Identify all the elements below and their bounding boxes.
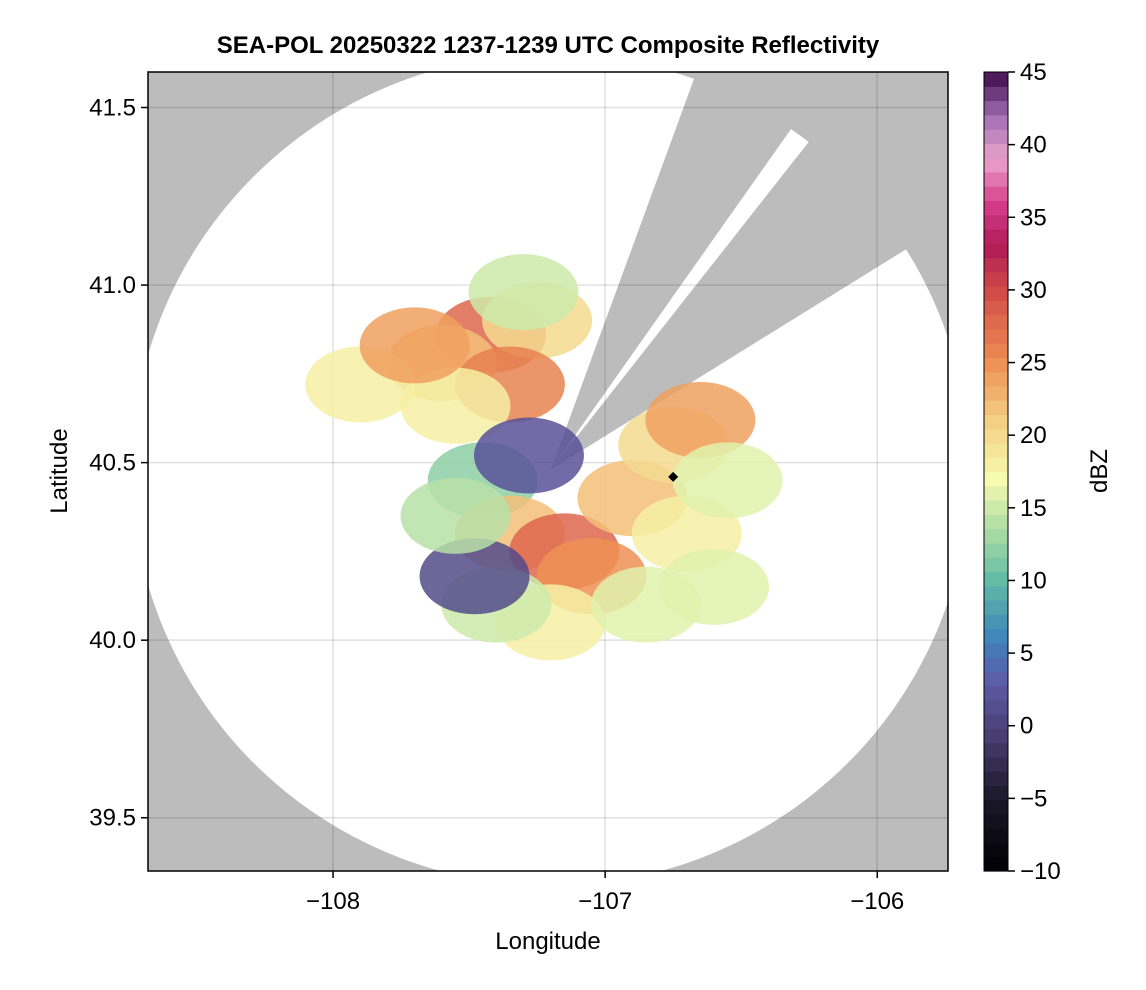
colorbar-segment	[984, 828, 1008, 844]
colorbar-segment	[984, 642, 1008, 658]
colorbar: −10 −5 0 5 10 15 20 25 30 35 40 45	[983, 59, 1061, 885]
colorbar-segment	[984, 742, 1008, 758]
colorbar-segment	[984, 186, 1008, 202]
reflectivity-cell	[419, 538, 530, 615]
colorbar-segment	[984, 500, 1008, 515]
blocked-sector	[550, 125, 924, 470]
colorbar-segment	[984, 585, 1008, 601]
colorbar-tick-label: 30	[1020, 277, 1047, 304]
colorbar-tick-label: 40	[1020, 132, 1047, 159]
reflectivity-cell	[473, 417, 584, 494]
blocked-sector	[550, 72, 804, 470]
colorbar-segment	[984, 143, 1008, 159]
colorbar-tick-label: 0	[1020, 713, 1033, 740]
colorbar-segment	[984, 343, 1008, 358]
colorbar-segment	[984, 656, 1008, 672]
reflectivity-cell	[672, 442, 783, 519]
reflectivity-field	[305, 254, 783, 661]
colorbar-tick-label: 20	[1020, 422, 1047, 449]
reflectivity-cell	[359, 307, 470, 384]
colorbar-segment	[984, 699, 1008, 715]
colorbar-segment	[984, 257, 1008, 273]
colorbar-segment	[984, 628, 1008, 644]
colorbar-segment	[984, 114, 1008, 130]
colorbar-segment	[984, 571, 1008, 587]
colorbar-segment	[984, 129, 1008, 144]
colorbar-segment	[984, 428, 1008, 444]
colorbar-tick-label: 25	[1020, 350, 1047, 377]
colorbar-segment	[984, 457, 1008, 473]
colorbar-segment	[984, 557, 1008, 572]
colorbar-segment	[984, 200, 1008, 216]
y-tick-label: 40.5	[89, 450, 136, 477]
colorbar-segment	[984, 72, 1008, 87]
colorbar-segment	[984, 243, 1008, 259]
colorbar-segment	[984, 842, 1008, 858]
colorbar-segment	[984, 485, 1008, 501]
colorbar-label: dBZ	[1086, 448, 1113, 494]
colorbar-segment	[984, 799, 1008, 815]
colorbar-segment	[984, 286, 1008, 301]
colorbar-segment	[984, 528, 1008, 544]
colorbar-tick-label: 5	[1020, 640, 1033, 667]
colorbar-segment	[984, 471, 1008, 487]
colorbar-segment	[984, 86, 1008, 102]
colorbar-tick-label: 15	[1020, 495, 1047, 522]
radar-site-marker	[668, 471, 679, 482]
reflectivity-cell	[400, 477, 511, 554]
chart-title: SEA-POL 20250322 1237-1239 UTC Composite…	[216, 32, 880, 59]
colorbar-segment	[984, 856, 1008, 872]
colorbar-segment	[984, 614, 1008, 630]
colorbar-segment	[984, 813, 1008, 829]
colorbar-segment	[984, 728, 1008, 744]
reflectivity-cell	[645, 382, 756, 459]
colorbar-segment	[984, 171, 1008, 187]
colorbar-tick-label: −5	[1020, 785, 1047, 812]
x-tick-label: −108	[306, 888, 360, 915]
colorbar-segment	[984, 414, 1008, 430]
colorbar-tick-label: 35	[1020, 204, 1047, 231]
reflectivity-cell	[468, 254, 579, 331]
colorbar-segment	[984, 771, 1008, 786]
colorbar-segment	[984, 599, 1008, 615]
colorbar-segment	[984, 442, 1008, 458]
x-tick-label: −106	[850, 888, 904, 915]
colorbar-segment	[984, 385, 1008, 401]
colorbar-segment	[984, 300, 1008, 316]
colorbar-segment	[984, 671, 1008, 687]
plot-frame	[147, 71, 949, 872]
colorbar-segment	[984, 714, 1008, 729]
colorbar-segment	[984, 228, 1008, 244]
colorbar-segment	[984, 400, 1008, 416]
colorbar-segment	[984, 271, 1008, 287]
colorbar-segment	[984, 157, 1008, 173]
colorbar-segment	[984, 685, 1008, 701]
colorbar-segment	[984, 314, 1008, 330]
colorbar-tick-label: 45	[1020, 59, 1047, 86]
colorbar-frame	[983, 71, 1009, 872]
x-tick-label: −107	[578, 888, 632, 915]
colorbar-segment	[984, 542, 1008, 558]
colorbar-segment	[984, 756, 1008, 772]
reflectivity-cell	[590, 566, 701, 643]
y-tick-label: 41.0	[89, 272, 136, 299]
colorbar-segment	[984, 328, 1008, 344]
y-tick-label: 41.5	[89, 95, 136, 122]
colorbar-segment	[984, 357, 1008, 373]
colorbar-segment	[984, 100, 1008, 116]
x-axis-label: Longitude	[495, 928, 601, 955]
colorbar-segment	[984, 214, 1008, 230]
colorbar-segment	[984, 514, 1008, 530]
y-tick-label: 40.0	[89, 627, 136, 654]
reflectivity-cell	[400, 367, 511, 444]
colorbar-segment	[984, 785, 1008, 801]
y-axis-label: Latitude	[46, 428, 73, 514]
y-tick-label: 39.5	[89, 805, 136, 832]
colorbar-tick-label: 10	[1020, 567, 1047, 594]
colorbar-tick-label: −10	[1020, 858, 1061, 885]
colorbar-segment	[984, 371, 1008, 387]
